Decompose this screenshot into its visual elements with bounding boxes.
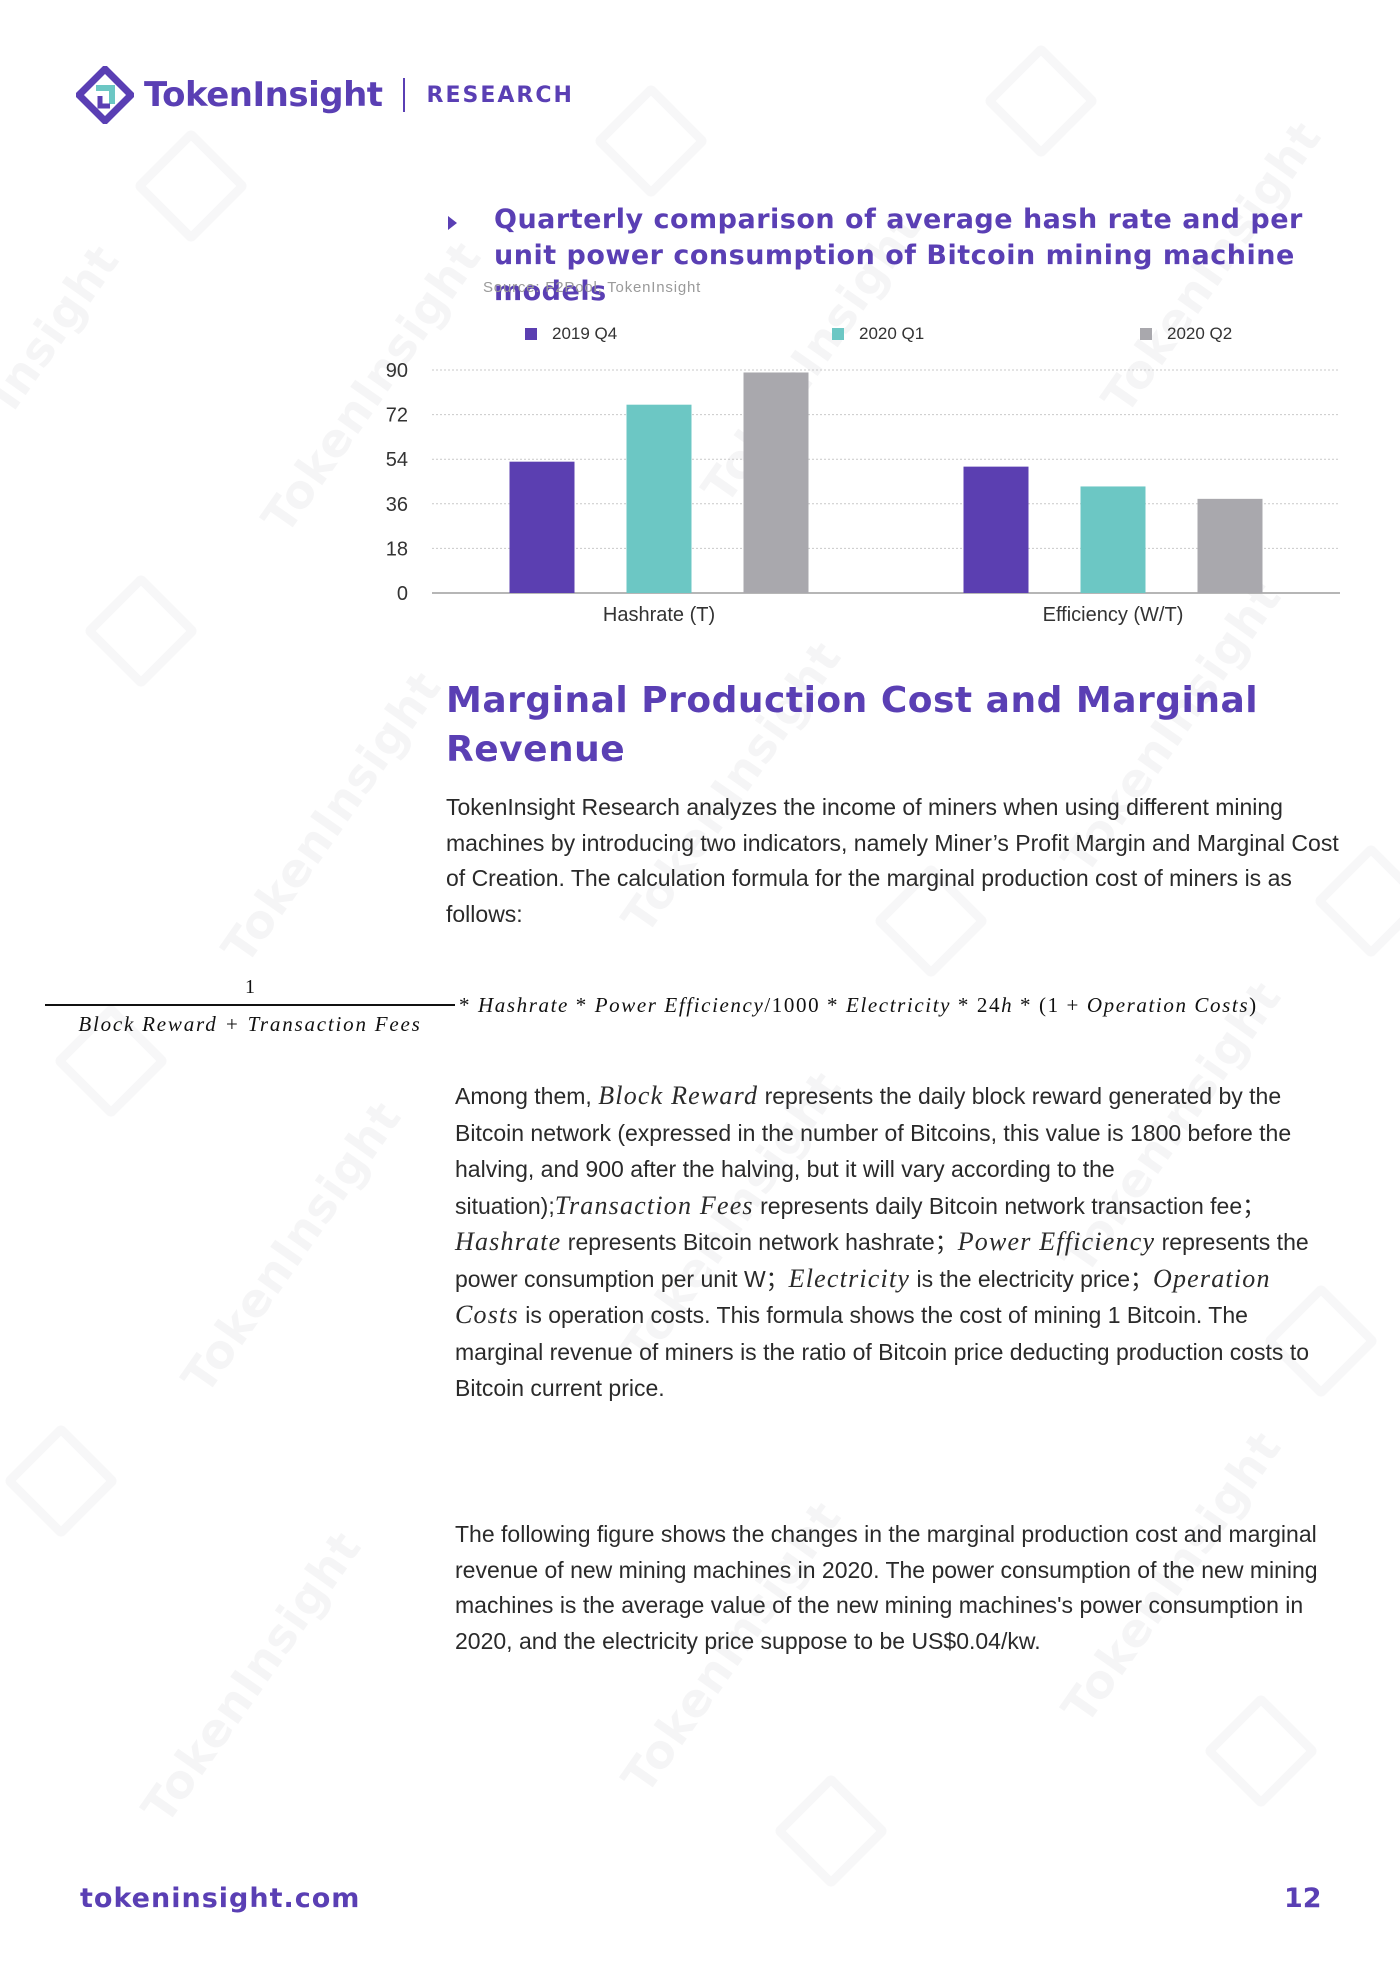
chart-title-block: Quarterly comparison of average hash rat… [448, 202, 1348, 310]
formula-var-h: h [1001, 993, 1014, 1017]
text-run: represents daily Bitcoin network transac… [753, 1192, 1266, 1219]
formula-numerator: 1 [245, 976, 255, 998]
var-transaction-fees: Transaction Fees [554, 1190, 754, 1220]
formula-operator: * [568, 993, 595, 1017]
y-tick-label: 54 [386, 449, 408, 471]
intro-paragraph: TokenInsight Research analyzes the incom… [446, 794, 1339, 927]
var-hashrate: Hashrate [455, 1227, 562, 1256]
footer-website-link[interactable]: tokeninsight.com [80, 1883, 361, 1914]
section-heading: Marginal Production Cost and Marginal Re… [446, 680, 1259, 770]
var-operation-costs: Operation Costs [455, 1263, 1271, 1330]
var-power-efficiency: Power Efficiency [957, 1227, 1156, 1256]
formula-operator: * (1 + [1013, 993, 1087, 1017]
formula-operator: * 24 [951, 993, 1002, 1017]
tokeninsight-logo-icon [76, 66, 134, 124]
formula-fraction: 1 Block Reward + Transaction Fees [45, 976, 455, 1037]
bar-chart: 0 18 36 54 72 90 Hashrate (T) Efficiency (W/T) 2… [386, 324, 1340, 626]
legend-swatch [525, 328, 537, 340]
legend-swatch [832, 328, 844, 340]
page-header: TokenInsight RESEARCH [76, 66, 574, 124]
legend-label: 2020 Q2 [1167, 324, 1232, 343]
text-run: is operation costs. This formula shows t… [455, 1302, 1309, 1401]
watermark-text: TokenInsight [210, 661, 452, 973]
bullet-triangle-icon [448, 216, 457, 230]
text-run: represents the daily block reward genera… [455, 1083, 1292, 1219]
text-run: is the electricity price； [910, 1265, 1153, 1292]
formula-operator: ) [1249, 993, 1258, 1017]
chart-title: Quarterly comparison of average hash rat… [494, 204, 1303, 307]
watermark-logo-icon [773, 1773, 889, 1889]
y-tick-label: 90 [386, 360, 408, 382]
y-tick-label: 36 [386, 494, 408, 516]
watermark-text: TokenInsight [170, 1091, 412, 1403]
bar [626, 404, 692, 593]
text-run: represents Bitcoin network hashrate； [561, 1229, 958, 1255]
fraction-bar [45, 1004, 455, 1006]
watermark-logo-icon [983, 43, 1099, 159]
cost-formula: 1 Block Reward + Transaction Fees * Hash… [45, 976, 1365, 1038]
chart-source: Source: F2Pool, TokenInsight [483, 279, 702, 296]
text-run: represents the power consumption per uni… [455, 1229, 1309, 1292]
bar [1197, 498, 1263, 593]
formula-terms: * Hashrate * Power Efficiency/1000 * Ele… [459, 993, 1258, 1018]
formula-var-operation: Operation Costs [1086, 993, 1250, 1017]
text-run: Among them, [455, 1083, 599, 1109]
watermark-text: TokenInsight [130, 1521, 372, 1833]
bar [963, 466, 1029, 593]
bar [509, 461, 575, 593]
watermark-logo-icon [3, 1423, 119, 1539]
y-tick-label: 72 [386, 405, 408, 427]
watermark-logo-icon [593, 83, 709, 199]
watermark-logo-icon [1203, 1693, 1319, 1809]
formula-var-power: Power Efficiency [594, 993, 765, 1017]
figure-paragraph: The following figure shows the changes i… [455, 1521, 1318, 1654]
bar [743, 372, 809, 593]
watermark-logo-icon [83, 573, 199, 689]
formula-operator: * [459, 993, 478, 1017]
x-category-label: Hashrate (T) [603, 604, 715, 626]
legend-label: 2019 Q4 [552, 324, 617, 343]
header-divider [402, 78, 405, 112]
watermark-logo-icon [133, 128, 249, 244]
bar [1080, 486, 1146, 593]
var-electricity: Electricity [788, 1263, 911, 1293]
page-number: 12 [1284, 1883, 1322, 1914]
formula-var-electricity: Electricity [846, 993, 952, 1017]
brand-name: TokenInsight [144, 75, 383, 115]
x-category-label: Efficiency (W/T) [1043, 604, 1184, 626]
y-tick-label: 0 [397, 583, 408, 605]
formula-var-hashrate: Hashrate [477, 993, 569, 1017]
formula-denominator: Block Reward + Transaction Fees [78, 1011, 422, 1036]
section-label: RESEARCH [426, 82, 574, 108]
formula-operator: /1000 * [764, 993, 847, 1017]
legend-label: 2020 Q1 [859, 324, 924, 343]
explanation-paragraph: Among them, Block Reward represents the … [455, 1078, 1335, 1407]
var-block-reward: Block Reward [598, 1081, 759, 1110]
legend-swatch [1140, 328, 1152, 340]
y-tick-label: 18 [386, 538, 408, 560]
watermark-text: Insight [0, 234, 130, 420]
